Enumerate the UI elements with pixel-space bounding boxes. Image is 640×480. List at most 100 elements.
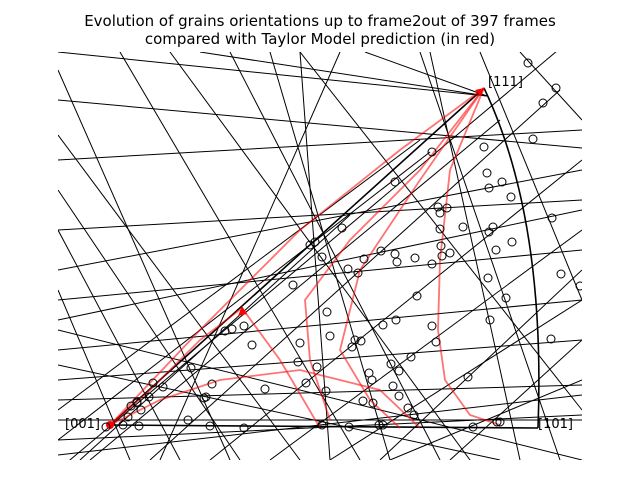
grain-point bbox=[427, 147, 437, 157]
grain-point bbox=[367, 375, 377, 385]
trace-line bbox=[429, 52, 521, 460]
grain-point bbox=[205, 421, 215, 431]
corner-label: [111] bbox=[488, 75, 523, 90]
grain-point bbox=[403, 403, 413, 413]
grain-point bbox=[388, 381, 398, 391]
trace-line bbox=[58, 339, 582, 381]
trace-line bbox=[199, 52, 488, 97]
grain-point bbox=[556, 269, 566, 279]
grain-point bbox=[485, 315, 495, 325]
grain-point bbox=[484, 227, 494, 237]
grain-point bbox=[523, 58, 533, 68]
grain-point bbox=[317, 252, 327, 262]
grain-point bbox=[551, 83, 561, 93]
grain-point bbox=[435, 208, 445, 218]
trace-line bbox=[58, 249, 582, 301]
grain-point bbox=[186, 363, 196, 373]
grain-point bbox=[310, 237, 320, 247]
grain-point bbox=[201, 392, 211, 402]
chart-title-line-2: compared with Taylor Model prediction (i… bbox=[144, 30, 496, 48]
trace-line bbox=[58, 129, 582, 161]
trace-line bbox=[58, 364, 501, 460]
corner-label: [101] bbox=[538, 417, 573, 432]
triangle-edge-001-101 bbox=[109, 424, 539, 429]
grain-point bbox=[433, 202, 443, 212]
grain-point bbox=[427, 259, 437, 269]
grain-point bbox=[343, 264, 353, 274]
grain-point bbox=[199, 393, 209, 403]
grain-point bbox=[506, 192, 516, 202]
grain-point bbox=[390, 249, 400, 259]
prediction-path bbox=[304, 87, 485, 421]
trace-line bbox=[209, 159, 582, 460]
grain-point bbox=[435, 224, 445, 234]
grain-point bbox=[547, 213, 557, 223]
grain-point bbox=[353, 268, 363, 278]
prediction-path bbox=[437, 87, 501, 426]
trace-line bbox=[299, 52, 582, 411]
grain-point bbox=[325, 331, 335, 341]
grain-orientation-points bbox=[101, 58, 582, 433]
trace-line bbox=[58, 329, 582, 460]
grain-point bbox=[378, 420, 388, 430]
trace-line bbox=[159, 52, 341, 460]
grain-point bbox=[386, 359, 396, 369]
trace-line bbox=[379, 269, 582, 460]
taylor-prediction-paths bbox=[106, 87, 501, 429]
grain-point bbox=[358, 396, 368, 406]
grain-point bbox=[132, 398, 142, 408]
grain-point bbox=[347, 342, 357, 352]
trace-line bbox=[119, 52, 361, 460]
trace-line bbox=[58, 209, 582, 321]
grain-point bbox=[507, 237, 517, 247]
prediction-arrow bbox=[238, 306, 247, 316]
trace-line bbox=[58, 289, 131, 460]
grain-point bbox=[374, 420, 384, 430]
grain-point bbox=[484, 183, 494, 193]
trace-line bbox=[299, 52, 331, 460]
grain-point bbox=[528, 134, 538, 144]
trace-line bbox=[58, 151, 431, 441]
corner-labels: [001] [101] [111] bbox=[65, 75, 573, 432]
trace-line bbox=[169, 52, 471, 460]
grain-point bbox=[356, 336, 366, 346]
grain-point bbox=[227, 324, 237, 334]
trace-line bbox=[479, 52, 582, 301]
grain-point bbox=[126, 401, 136, 411]
chart-title-line-1: Evolution of grains orientations up to f… bbox=[84, 12, 556, 30]
grain-point bbox=[491, 245, 501, 255]
grain-point bbox=[394, 366, 404, 376]
triangle-edge-111-101 bbox=[483, 87, 540, 429]
trace-line bbox=[58, 139, 421, 411]
trace-line bbox=[519, 52, 582, 121]
grain-point bbox=[492, 417, 502, 427]
grain-point bbox=[239, 423, 249, 433]
grain-point bbox=[390, 177, 400, 187]
grain-point bbox=[495, 417, 505, 427]
grain-point bbox=[394, 391, 404, 401]
grain-point bbox=[391, 315, 401, 325]
grain-point bbox=[260, 384, 270, 394]
grain-point bbox=[134, 421, 144, 431]
grain-point bbox=[322, 307, 332, 317]
grain-point bbox=[317, 420, 327, 430]
prediction-arrow bbox=[475, 88, 484, 96]
trace-line bbox=[58, 169, 582, 271]
grain-point bbox=[321, 386, 331, 396]
grain-point bbox=[392, 257, 402, 267]
grain-point bbox=[312, 362, 322, 372]
grain-point bbox=[468, 422, 478, 432]
grain-point bbox=[483, 273, 493, 283]
grain-point bbox=[344, 422, 354, 432]
prediction-path bbox=[109, 87, 485, 426]
grain-point bbox=[546, 334, 556, 344]
grain-point bbox=[409, 410, 419, 420]
grain-point bbox=[158, 382, 168, 392]
grain-trace-lines bbox=[58, 52, 582, 460]
trace-line bbox=[149, 89, 561, 460]
grain-point bbox=[148, 378, 158, 388]
trace-line bbox=[329, 299, 582, 460]
trace-line bbox=[58, 52, 488, 97]
trace-line bbox=[58, 394, 582, 456]
grain-point bbox=[501, 293, 511, 303]
